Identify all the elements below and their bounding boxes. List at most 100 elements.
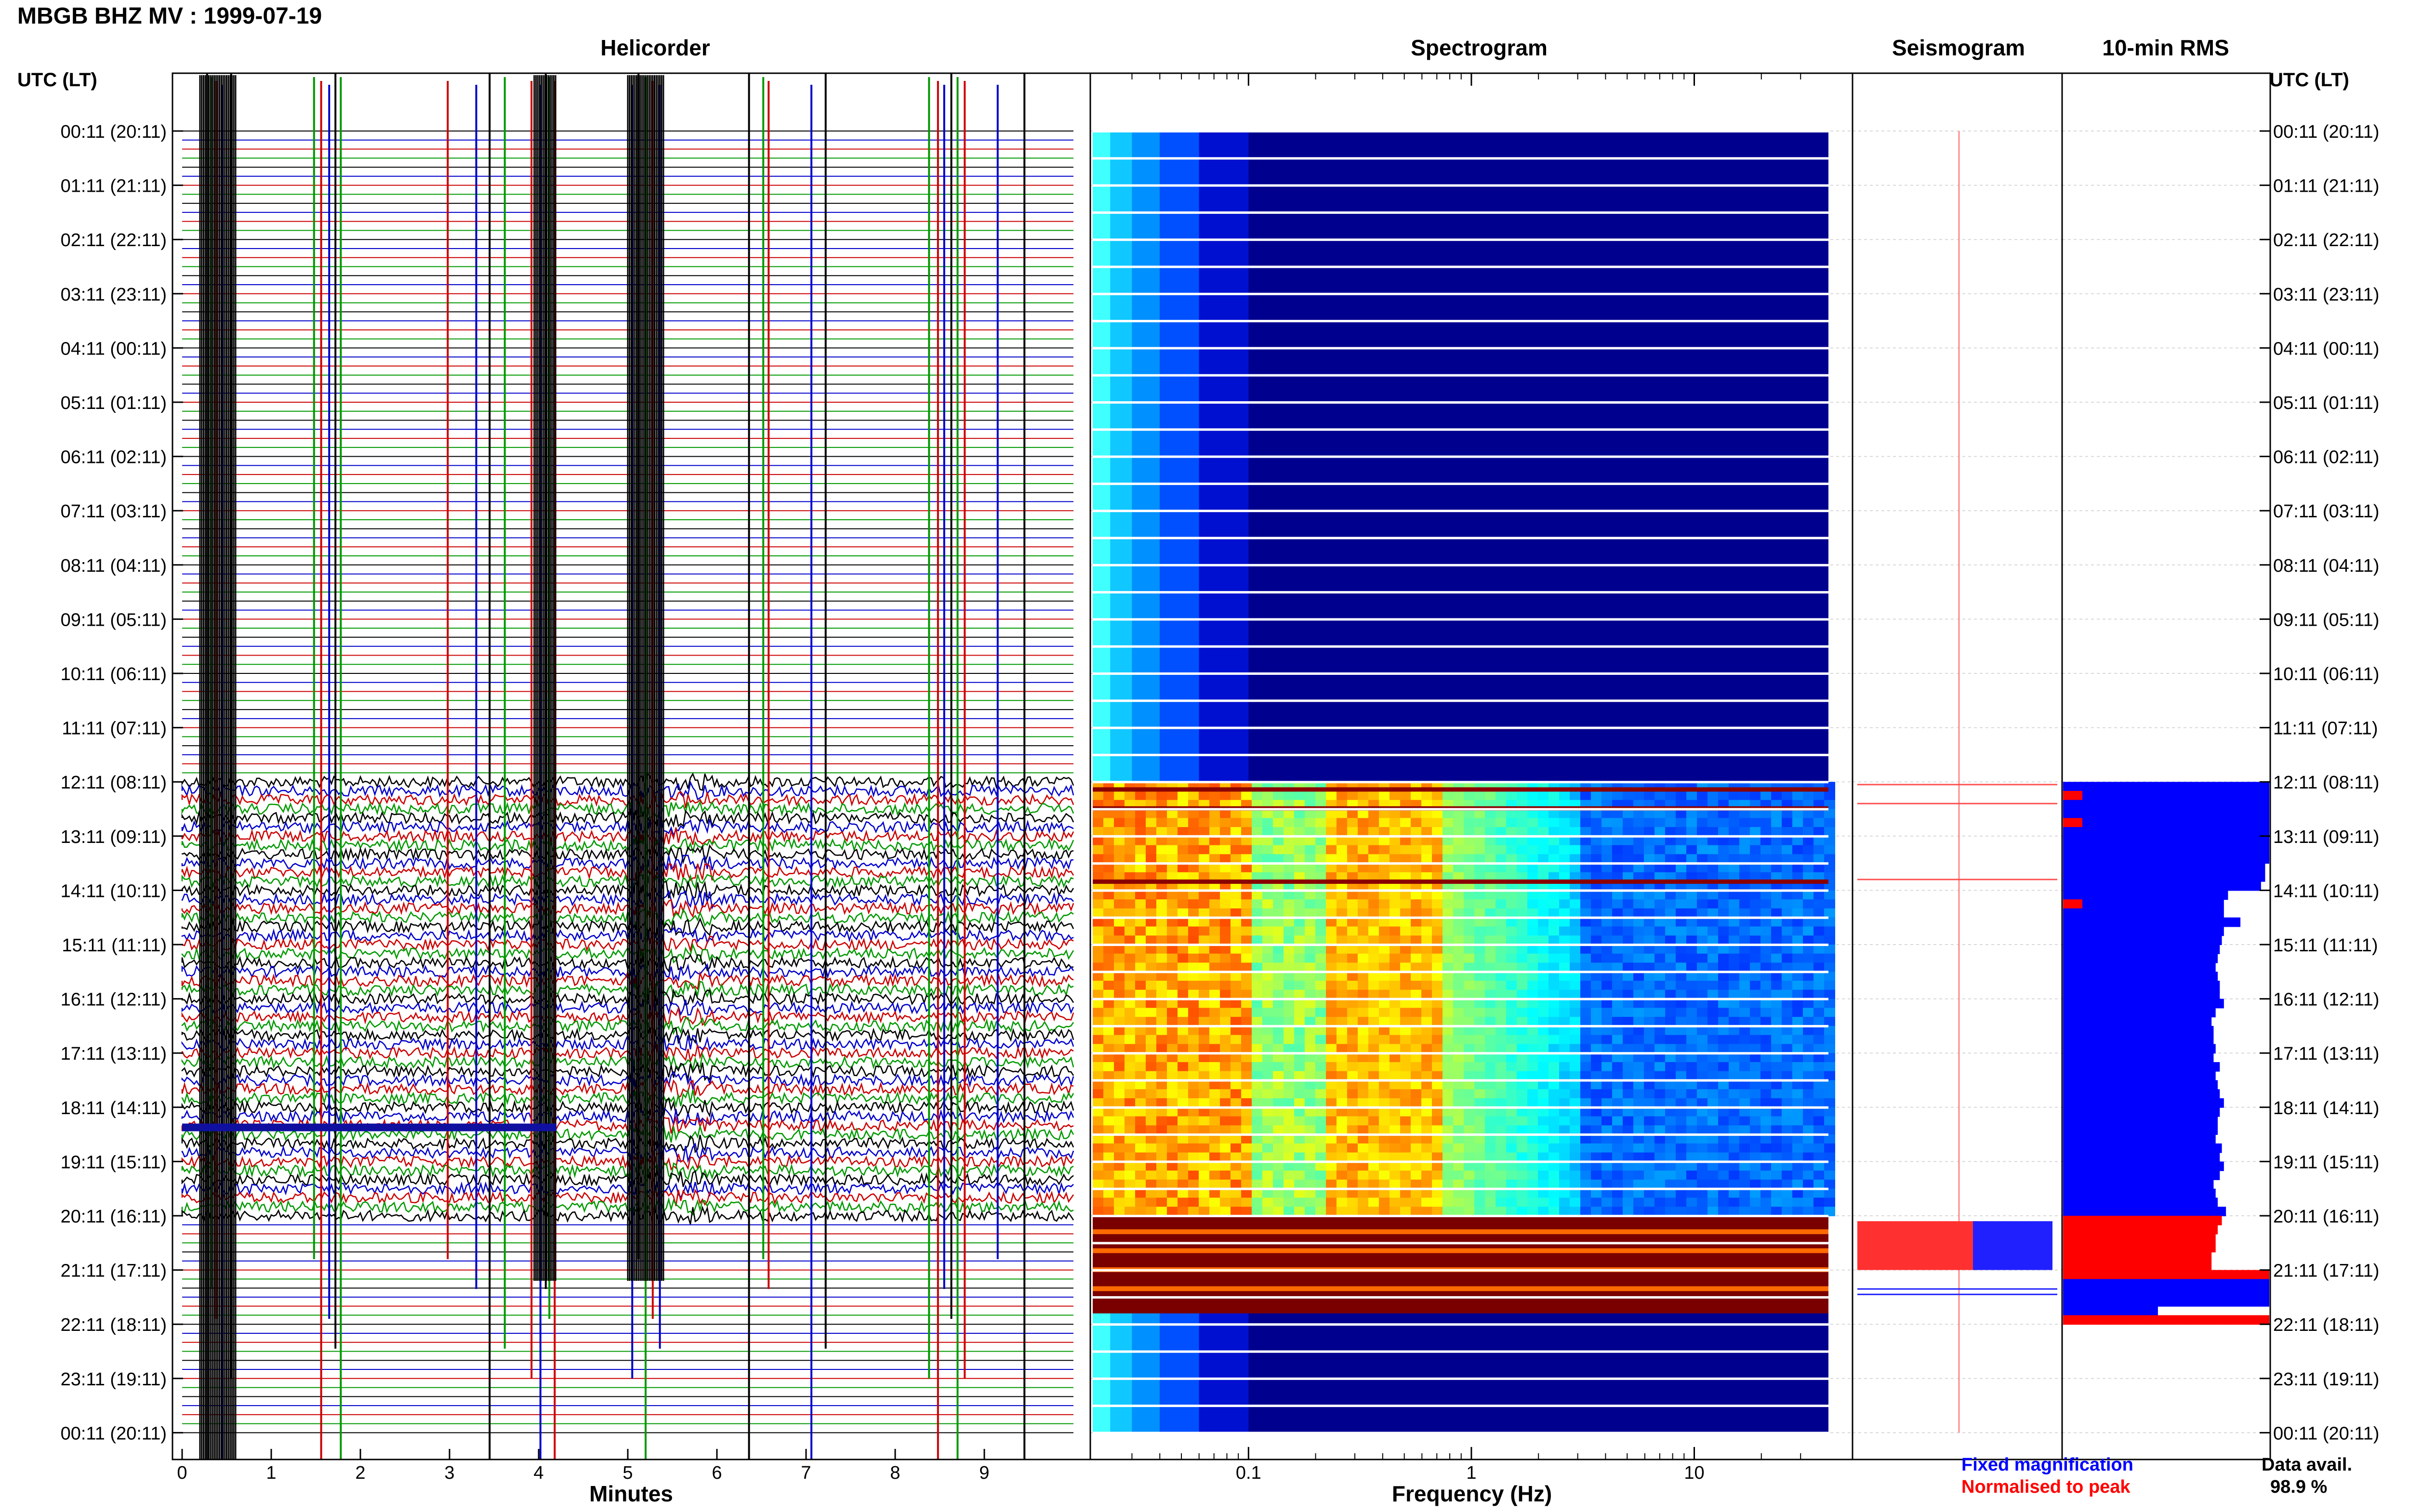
rms-bar (2063, 782, 2269, 791)
spectrogram-cell (1188, 972, 1199, 982)
spectrogram-cell (1538, 790, 1549, 801)
spectrogram-cell (1824, 1026, 1835, 1036)
spectrogram-cell (1559, 1116, 1570, 1126)
spectrogram-cell (1655, 899, 1666, 909)
spectrogram-cell (1591, 908, 1602, 918)
spectrogram-cell (1284, 917, 1295, 927)
spectrogram-cell (1570, 890, 1581, 900)
spectrogram-cell (1135, 1062, 1146, 1072)
spectrogram-cell (1156, 872, 1167, 882)
time-label-left: 21:11 (17:11) (61, 1261, 167, 1281)
spectrogram-row-gap (1093, 1242, 1828, 1245)
spectrogram-cell (1527, 854, 1538, 864)
spectrogram-cell (1114, 1143, 1125, 1153)
spectrogram-cell (1792, 1044, 1803, 1054)
spectrogram-cell (1549, 1197, 1560, 1208)
spectrogram-cell (1178, 972, 1189, 982)
spectrogram-cell (1262, 972, 1273, 982)
spectrogram-cell (1443, 981, 1454, 990)
spectrogram-cell (1421, 1035, 1432, 1045)
spectrogram-cell (1612, 1080, 1623, 1090)
spectrogram-cell (1368, 1107, 1379, 1117)
spectrogram-cell (1453, 1152, 1464, 1162)
spectrogram-cell (1411, 790, 1422, 801)
spectrogram-row-gap (1093, 184, 1828, 187)
spectrogram-cell (1093, 917, 1104, 927)
spectrogram-cell (1252, 1089, 1263, 1099)
spectrogram-cell (1326, 836, 1337, 846)
spectrogram-cell (1390, 1152, 1401, 1162)
spectrogram-cell (1093, 863, 1104, 873)
spectrogram-cell (1665, 1044, 1676, 1054)
spectrogram-cell (1188, 935, 1199, 945)
spectrogram-row-gap (1093, 1079, 1828, 1082)
rms-bar (2063, 935, 2222, 945)
spectrogram-cell (1485, 1008, 1496, 1018)
spectrogram-cell (1686, 989, 1697, 999)
spectrogram-cell (1379, 845, 1390, 855)
spectrogram-cell (1326, 1116, 1337, 1126)
spectrogram-cell (1156, 790, 1167, 801)
spectrogram-cell (1676, 972, 1687, 982)
spectrogram-cell (1390, 1089, 1401, 1099)
spectrogram-cell (1273, 1170, 1284, 1180)
spectrogram-cell (1305, 845, 1316, 855)
spectrogram-cell (1697, 1134, 1708, 1144)
time-label-left: 03:11 (23:11) (61, 285, 167, 305)
spectrogram-cell (1411, 926, 1422, 936)
spectrogram-cell (1655, 809, 1666, 819)
spectrogram-cell (1315, 972, 1326, 982)
spectrogram-cell (1421, 1188, 1432, 1198)
spectrogram-cell (1114, 1161, 1125, 1171)
spectrogram-cell (1390, 890, 1401, 900)
spectrogram-cell (1443, 908, 1454, 918)
spectrogram-cell (1485, 845, 1496, 855)
spectrogram-cell (1612, 1089, 1623, 1099)
spectrogram-cell (1220, 926, 1231, 936)
spectrogram-cell (1146, 1170, 1157, 1180)
spectrogram-cell (1803, 872, 1814, 882)
spectrogram-cell (1771, 953, 1782, 963)
spectrogram-cell (1209, 809, 1220, 819)
spectrogram-cell (1209, 1089, 1220, 1099)
spectrogram-cell (1262, 1080, 1273, 1090)
spectrogram-cell (1262, 1098, 1273, 1108)
spectrogram-cell (1707, 809, 1719, 819)
spectrogram-cell (1538, 1143, 1549, 1153)
spectrogram-cell (1813, 1125, 1825, 1135)
spectrogram-cell (1284, 872, 1295, 882)
spectrogram-cell (1580, 1080, 1591, 1090)
spectrogram-cell (1707, 908, 1719, 918)
spectrogram-cell (1337, 935, 1348, 945)
spectrogram-cell (1623, 972, 1634, 982)
spectrogram-cell (1538, 935, 1549, 945)
spectrogram-cell (1729, 872, 1740, 882)
spectrogram-cell (1771, 827, 1782, 837)
spectrogram-cell (1125, 962, 1136, 973)
spectrogram-cell (1474, 1053, 1485, 1063)
spectrogram-cell (1146, 1107, 1157, 1117)
spectrogram-cell (1549, 1134, 1560, 1144)
spectrogram-cell (1506, 917, 1517, 927)
spectrogram-cell (1538, 827, 1549, 837)
spectrogram-cell (1496, 1071, 1507, 1081)
spectrogram-cell (1760, 945, 1772, 954)
spectrogram-cell (1326, 908, 1337, 918)
spectrogram-cell (1686, 790, 1697, 801)
spectrogram-cell (1411, 1107, 1422, 1117)
spectrogram-cell (1538, 809, 1549, 819)
spectrogram-cell (1474, 1188, 1485, 1198)
spectrogram-cell (1146, 926, 1157, 936)
spectrogram-cell (1813, 1107, 1825, 1117)
minute-tick-label: 1 (266, 1463, 276, 1483)
spectrogram-cell (1792, 890, 1803, 900)
spectrogram-cell (1421, 1161, 1432, 1171)
spectrogram-cell (1760, 908, 1772, 918)
spectrogram-cell (1496, 1080, 1507, 1090)
spectrogram-cell (1262, 953, 1273, 963)
spectrogram-cell (1199, 1161, 1210, 1171)
spectrogram-cell (1644, 1026, 1655, 1036)
spectrogram-cell (1633, 1143, 1644, 1153)
spectrogram-cell (1337, 1134, 1348, 1144)
spectrogram-cell (1813, 1170, 1825, 1180)
